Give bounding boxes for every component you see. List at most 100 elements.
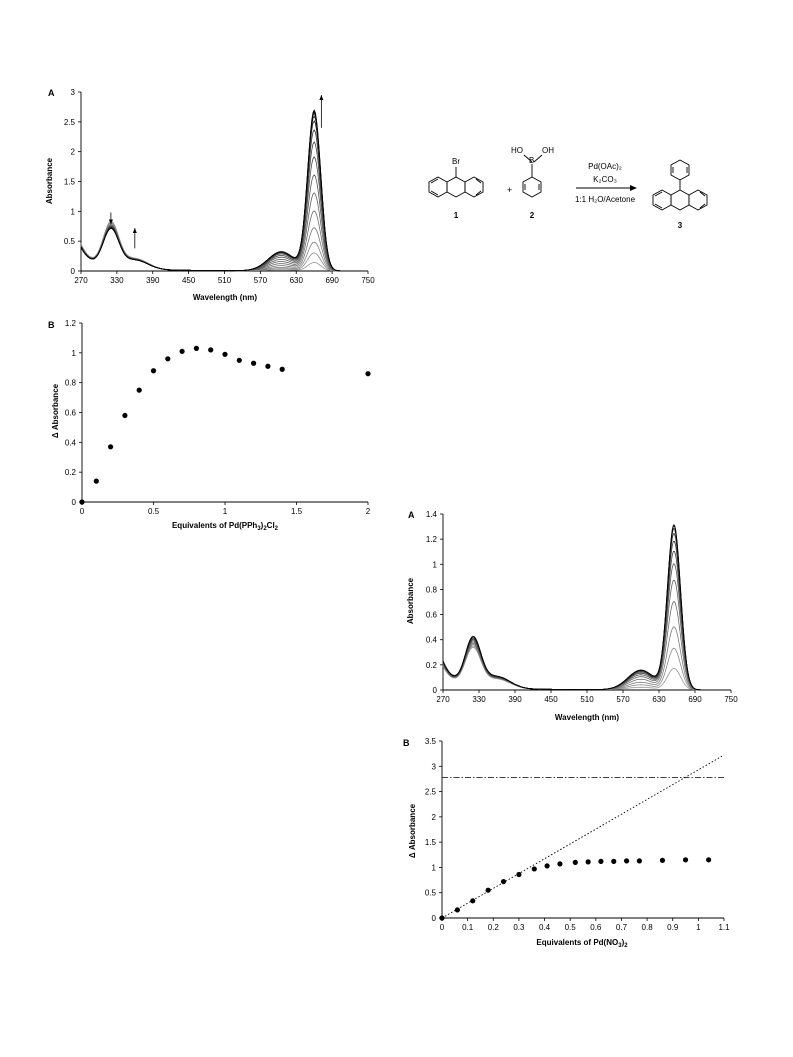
y-tick-label: 3.5 bbox=[425, 737, 437, 746]
panel-label-a-top: A bbox=[48, 88, 55, 98]
spectrum-trace bbox=[442, 525, 731, 691]
x-tick-label: 0.5 bbox=[148, 507, 160, 516]
data-point bbox=[439, 915, 445, 921]
data-point bbox=[544, 863, 550, 869]
y-axis-label-no3: Δ Absorbance bbox=[408, 803, 417, 858]
phenylboronic-acid-structure bbox=[522, 154, 543, 198]
data-point bbox=[706, 857, 712, 863]
y-tick-label: 3 bbox=[432, 762, 437, 771]
y-tick-label: 1.5 bbox=[64, 178, 76, 187]
spectrum-trace bbox=[80, 222, 368, 272]
spectrum-trace bbox=[442, 533, 731, 691]
data-point bbox=[236, 357, 242, 363]
x-tick-label: 510 bbox=[580, 695, 594, 704]
y-tick-label: 0.6 bbox=[65, 409, 77, 418]
y-tick-label: 0 bbox=[432, 914, 437, 923]
spectrum-trace bbox=[80, 112, 368, 272]
x-tick-label: 0.1 bbox=[462, 923, 474, 932]
trend-arrowhead bbox=[108, 219, 113, 225]
panel-label-b-right: B bbox=[403, 738, 410, 748]
y-tick-label: 1.4 bbox=[426, 510, 438, 519]
y-tick-label: 2.5 bbox=[64, 118, 76, 127]
y-tick-label: 2 bbox=[432, 813, 437, 822]
x-axis-label-right: Wavelength (nm) bbox=[555, 713, 619, 722]
y-tick-label: 1.2 bbox=[426, 535, 438, 544]
oh-group-label: OH bbox=[542, 146, 554, 155]
x-tick-label: 0.7 bbox=[616, 923, 628, 932]
x-tick-label: 510 bbox=[218, 276, 232, 285]
spectrum-trace bbox=[442, 646, 731, 691]
x-tick-label: 570 bbox=[616, 695, 630, 704]
x-tick-label: 450 bbox=[182, 276, 196, 285]
y-tick-label: 1 bbox=[433, 560, 438, 569]
data-point bbox=[122, 412, 128, 419]
data-point bbox=[208, 347, 214, 353]
x-tick-label: 0.5 bbox=[565, 923, 577, 932]
reagent-catalyst: Pd(OAc)₂ bbox=[588, 162, 622, 171]
spectrum-trace bbox=[442, 645, 731, 691]
boron-label: B bbox=[529, 156, 534, 165]
spectrum-trace bbox=[442, 528, 731, 691]
data-point bbox=[108, 444, 114, 450]
y-tick-label: 2 bbox=[71, 148, 76, 157]
spectrum-trace bbox=[80, 156, 368, 272]
x-tick-label: 2 bbox=[366, 507, 371, 516]
data-point bbox=[150, 368, 157, 374]
data-point bbox=[136, 387, 142, 393]
x-tick-label: 1.5 bbox=[291, 507, 303, 516]
data-point bbox=[251, 360, 257, 366]
spectrum-trace bbox=[80, 210, 368, 272]
data-point bbox=[365, 371, 371, 377]
reaction-arrow-head bbox=[630, 185, 637, 191]
9-phenylanthracene-structure bbox=[652, 159, 708, 211]
y-tick-label: 0.5 bbox=[64, 237, 76, 246]
y-tick-label: 0.5 bbox=[425, 889, 437, 898]
9-bromoanthracene-structure bbox=[428, 167, 484, 198]
y-tick-label: 0.8 bbox=[65, 379, 77, 388]
spectrum-trace bbox=[80, 222, 368, 272]
spectrum-trace bbox=[80, 115, 368, 272]
x-tick-label: 750 bbox=[361, 276, 375, 285]
x-tick-label: 1.1 bbox=[718, 923, 730, 932]
x-tick-label: 0.4 bbox=[539, 923, 551, 932]
x-tick-label: 1 bbox=[696, 923, 701, 932]
x-tick-label: 390 bbox=[508, 695, 522, 704]
y-tick-label: 1 bbox=[71, 207, 76, 216]
data-point bbox=[454, 907, 460, 913]
data-point bbox=[611, 858, 617, 864]
reagent-base: K₂CO₃ bbox=[593, 175, 617, 184]
br-substituent-label: Br bbox=[452, 157, 460, 166]
spectrum-trace bbox=[80, 224, 368, 272]
y-tick-label: 0 bbox=[72, 498, 77, 507]
x-tick-label: 690 bbox=[325, 276, 339, 285]
y-axis-label-right: Absorbance bbox=[406, 577, 415, 624]
y-tick-label: 1 bbox=[72, 349, 77, 358]
data-point bbox=[500, 878, 507, 885]
spectrum-trace bbox=[80, 109, 368, 272]
x-tick-label: 0 bbox=[440, 923, 445, 932]
y-axis-label-pph3: Δ Absorbance bbox=[51, 383, 60, 438]
y-tick-label: 2.5 bbox=[425, 788, 437, 797]
x-axis-label-pph3: Equivalents of Pd(PPh3)2Cl2 bbox=[172, 521, 279, 532]
spectrum-trace bbox=[80, 192, 368, 272]
data-point bbox=[623, 858, 630, 864]
x-tick-label: 1 bbox=[223, 507, 228, 516]
data-point bbox=[485, 887, 491, 893]
x-tick-label: 0.8 bbox=[642, 923, 654, 932]
spectrum-trace bbox=[80, 129, 368, 272]
plus-sign: + bbox=[507, 185, 512, 195]
y-tick-label: 0.4 bbox=[65, 438, 77, 447]
trend-arrowhead bbox=[319, 94, 324, 100]
panel-label-b-top: B bbox=[48, 320, 55, 330]
x-tick-label: 0.6 bbox=[590, 923, 602, 932]
y-tick-label: 0 bbox=[71, 267, 76, 276]
data-point bbox=[265, 363, 271, 369]
spectrum-trace bbox=[442, 626, 731, 691]
x-tick-label: 450 bbox=[544, 695, 558, 704]
data-point bbox=[79, 499, 85, 505]
data-point bbox=[222, 351, 228, 357]
compound-1-label: 1 bbox=[454, 211, 459, 220]
x-tick-label: 630 bbox=[290, 276, 304, 285]
data-point bbox=[557, 861, 563, 867]
x-tick-label: 0.3 bbox=[513, 923, 525, 932]
